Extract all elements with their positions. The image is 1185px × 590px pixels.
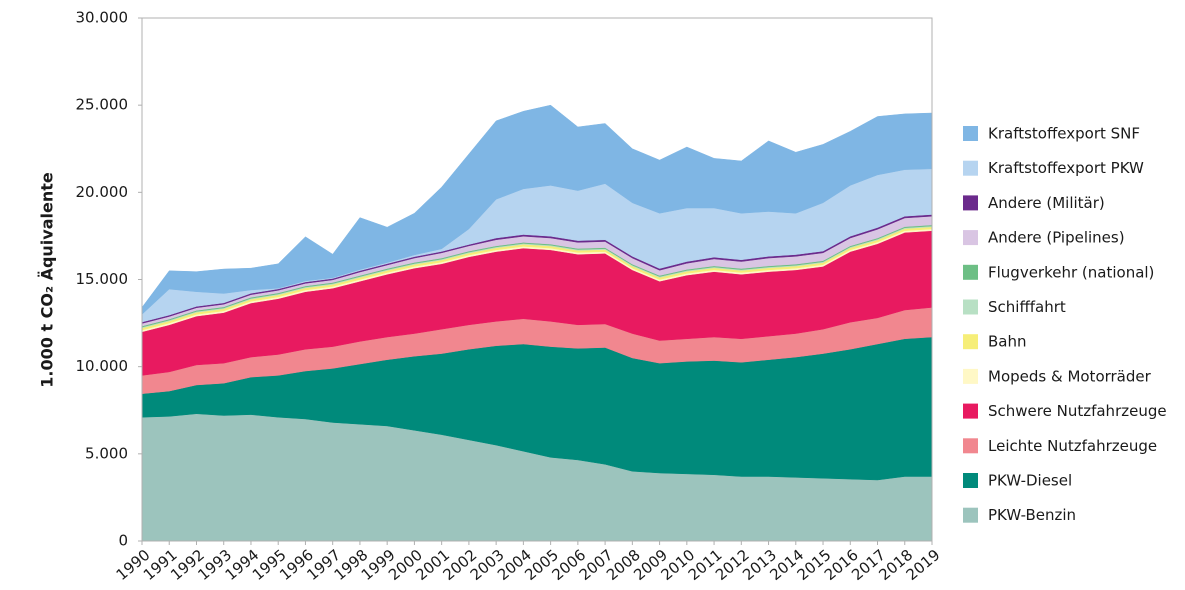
legend-label: Flugverkehr (national) xyxy=(988,263,1154,281)
legend-swatch xyxy=(963,195,978,211)
legend-label: Kraftstoffexport PKW xyxy=(988,159,1144,177)
y-tick-label: 15.000 xyxy=(76,270,129,288)
legend-swatch xyxy=(963,126,978,141)
y-tick-label: 0 xyxy=(118,532,128,550)
y-tick-label: 30.000 xyxy=(76,9,129,27)
legend-label: Andere (Pipelines) xyxy=(988,229,1125,247)
legend-swatch xyxy=(963,507,978,523)
legend-label: Mopeds & Motorräder xyxy=(988,367,1152,385)
legend-swatch xyxy=(963,403,978,419)
legend-label: PKW-Diesel xyxy=(988,472,1072,490)
legend-swatch xyxy=(963,368,978,384)
legend-swatch xyxy=(963,160,978,176)
legend-label: Andere (Militär) xyxy=(988,194,1105,212)
legend-label: Leichte Nutzfahrzeuge xyxy=(988,437,1157,455)
legend-label: PKW-Benzin xyxy=(988,506,1076,524)
legend-label: Bahn xyxy=(988,333,1027,351)
y-axis-label: 1.000 t CO₂ Äquivalente xyxy=(38,172,57,388)
y-tick-label: 25.000 xyxy=(76,96,129,114)
y-tick-label: 20.000 xyxy=(76,183,129,201)
areas xyxy=(141,104,933,542)
legend-label: Schwere Nutzfahrzeuge xyxy=(988,402,1167,420)
y-tick-label: 5.000 xyxy=(85,444,128,462)
legend-label: Kraftstoffexport SNF xyxy=(988,125,1140,143)
legend-swatch xyxy=(963,473,978,488)
legend-label: Schifffahrt xyxy=(988,298,1066,316)
legend-swatch xyxy=(963,438,978,454)
y-tick-label: 10.000 xyxy=(76,357,129,375)
legend-swatch xyxy=(963,230,978,246)
legend-swatch xyxy=(963,264,978,280)
legend-swatch xyxy=(963,334,978,350)
legend-swatch xyxy=(963,299,978,315)
